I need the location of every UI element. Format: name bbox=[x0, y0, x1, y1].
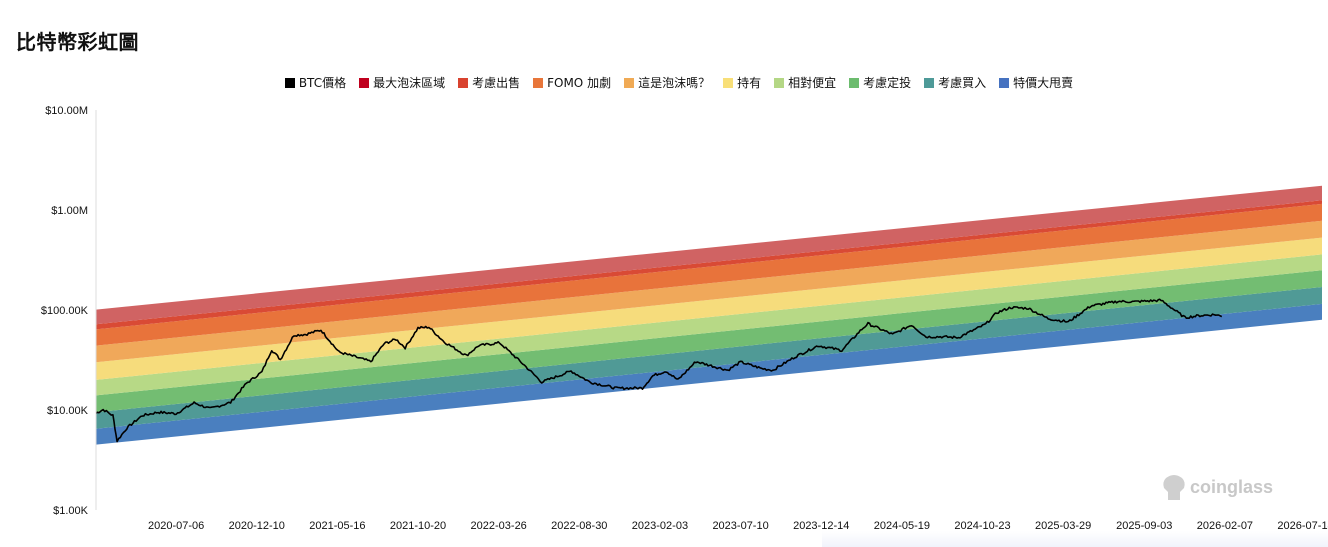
y-tick-label: $100.00K bbox=[41, 305, 89, 317]
x-tick-label: 2021-05-16 bbox=[309, 520, 365, 532]
chart-legend: BTC價格 最大泡沫區域 考慮出售 FOMO 加劇 這是泡沫嗎？ 持有 相對便宜 考慮定投 考慮… bbox=[0, 74, 1328, 91]
rainbow-band bbox=[96, 220, 1322, 363]
legend-swatch bbox=[284, 77, 295, 88]
rainbow-band bbox=[96, 203, 1322, 346]
legend-label: 考慮出售 bbox=[472, 76, 521, 90]
y-axis: $1.00K $10.00K $100.00K $1.00M $10.00M bbox=[41, 105, 97, 517]
x-tick-label: 2021-10-20 bbox=[390, 520, 446, 532]
legend-item[interactable]: 持有 bbox=[723, 74, 761, 91]
btc-price-line[interactable] bbox=[95, 298, 1223, 443]
legend-item[interactable]: FOMO 加劇 bbox=[533, 74, 611, 91]
rainbow-bands bbox=[96, 185, 1322, 445]
legend-swatch bbox=[924, 77, 935, 88]
rainbow-band bbox=[96, 185, 1322, 325]
btc-price-series bbox=[95, 298, 1223, 443]
legend-swatch bbox=[774, 77, 785, 88]
x-tick-label: 2025-03-29 bbox=[1035, 520, 1091, 532]
x-tick-label: 2023-12-14 bbox=[793, 520, 849, 532]
legend-label: 相對便宜 bbox=[788, 76, 837, 90]
x-axis: 2020-07-06 2020-12-10 2021-05-16 2021-10-20… bbox=[148, 520, 1328, 532]
legend-item[interactable]: 相對便宜 bbox=[774, 74, 836, 91]
x-tick-label: 2020-12-10 bbox=[229, 520, 285, 532]
legend-item[interactable]: 考慮買入 bbox=[924, 74, 986, 91]
legend-swatch bbox=[533, 77, 544, 88]
legend-label: 最大泡沫區域 bbox=[373, 76, 446, 90]
x-tick-label: 2020-07-06 bbox=[148, 520, 204, 532]
y-tick-label: $1.00M bbox=[51, 205, 88, 217]
coinglass-watermark: coinglass bbox=[1163, 475, 1273, 500]
x-tick-label: 2023-07-10 bbox=[712, 520, 768, 532]
y-tick-label: $1.00K bbox=[53, 505, 89, 517]
legend-swatch bbox=[458, 77, 469, 88]
y-tick-label: $10.00K bbox=[47, 405, 89, 417]
legend-item[interactable]: 這是泡沫嗎？ bbox=[624, 74, 710, 91]
x-tick-label: 2024-05-19 bbox=[874, 520, 930, 532]
legend-item[interactable]: 考慮出售 bbox=[458, 74, 520, 91]
rainbow-band bbox=[96, 200, 1322, 330]
y-tick-label: $10.00M bbox=[45, 105, 88, 117]
x-tick-label: 2022-08-30 bbox=[551, 520, 607, 532]
legend-swatch bbox=[723, 77, 734, 88]
legend-item[interactable]: 考慮定投 bbox=[849, 74, 911, 91]
legend-swatch bbox=[999, 77, 1010, 88]
legend-label: FOMO 加劇 bbox=[547, 76, 612, 90]
legend-swatch bbox=[849, 77, 860, 88]
rainbow-band bbox=[96, 303, 1322, 445]
legend-swatch bbox=[359, 77, 370, 88]
legend-item[interactable]: BTC價格 bbox=[284, 74, 347, 91]
legend-label: BTC價格 bbox=[298, 76, 347, 90]
legend-label: 考慮買入 bbox=[938, 76, 987, 90]
legend-item[interactable]: 最大泡沫區域 bbox=[359, 74, 445, 91]
legend-label: 持有 bbox=[737, 76, 762, 90]
rainbow-band bbox=[96, 270, 1322, 413]
x-tick-label: 2024-10-23 bbox=[954, 520, 1010, 532]
x-tick-label: 2026-02-07 bbox=[1197, 520, 1253, 532]
x-tick-label: 2022-03-26 bbox=[471, 520, 527, 532]
legend-item[interactable]: 特價大甩賣 bbox=[999, 74, 1073, 91]
legend-label: 這是泡沫嗎？ bbox=[638, 76, 711, 90]
x-tick-label: 2026-07-14 bbox=[1277, 520, 1328, 532]
x-tick-label: 2023-02-03 bbox=[632, 520, 688, 532]
rainbow-band bbox=[96, 286, 1322, 429]
legend-label: 特價大甩賣 bbox=[1013, 76, 1074, 90]
coinglass-logo-icon bbox=[1163, 475, 1185, 500]
page-title: 比特幣彩虹圖 bbox=[16, 30, 139, 54]
legend-label: 考慮定投 bbox=[863, 76, 912, 90]
legend-swatch bbox=[624, 77, 635, 88]
watermark-text: coinglass bbox=[1190, 477, 1273, 497]
scroll-edge bbox=[822, 531, 1328, 547]
rainbow-band bbox=[96, 254, 1322, 396]
x-tick-label: 2025-09-03 bbox=[1116, 520, 1172, 532]
